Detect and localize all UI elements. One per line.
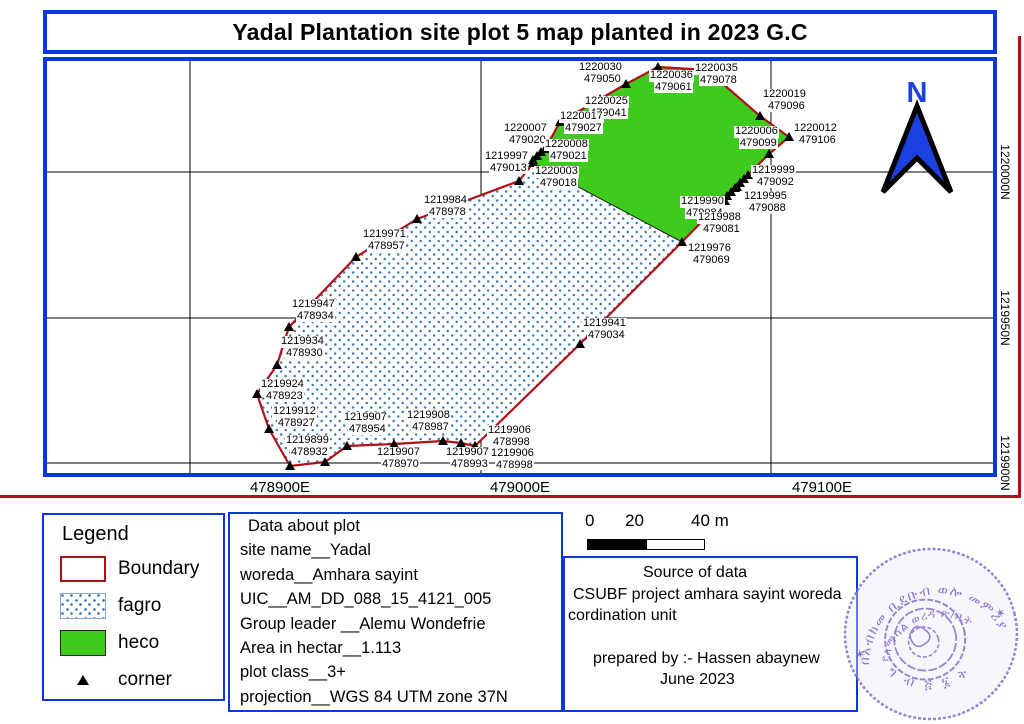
legend-item-heco: heco <box>60 629 223 657</box>
divider-line-horizontal <box>0 495 1021 498</box>
plot-info-line: plot class__3+ <box>240 663 346 682</box>
legend-title: Legend <box>62 523 129 545</box>
plot-info-line: site name__Yadal <box>240 541 371 560</box>
plot-info-line: Area in hectar__1.113 <box>240 639 402 658</box>
scale-tick: 20 <box>625 511 644 530</box>
x-axis-tick: 478900E <box>249 479 311 496</box>
y-axis-tick: 1219950N <box>998 290 1012 346</box>
legend-label: Boundary <box>118 558 200 579</box>
stamp-star-right: ✶ <box>993 604 1007 621</box>
legend-label: heco <box>118 632 160 653</box>
scale-bar: 0 20 40 m <box>575 511 755 559</box>
title-box: Yadal Plantation site plot 5 map planted… <box>43 10 997 54</box>
corner-swatch <box>60 667 106 693</box>
plot-info-line: Group leader __Alemu Wondefrie <box>240 614 486 633</box>
x-axis-tick: 479000E <box>489 479 551 496</box>
north-arrow-icon <box>880 99 954 194</box>
map-title: Yadal Plantation site plot 5 map planted… <box>232 18 808 45</box>
map-canvas: N <box>45 59 995 475</box>
official-stamp: በአብክመ ቢደቡብ ወሎ መምሪያ የአማሳል ወረዳ ጽ/ቤት ግ ብ ፭ … <box>842 547 1019 721</box>
heco-swatch <box>60 630 106 656</box>
legend-box: Legend Boundary fagro heco corner <box>42 513 225 701</box>
legend-item-boundary: Boundary <box>60 555 223 583</box>
scale-tick: 0 <box>585 511 595 530</box>
source-box: Source of data CSUBF project amhara sayi… <box>563 556 858 712</box>
fagro-area <box>257 163 682 466</box>
plot-info-line: UIC__AM_DD_088_15_4121_005 <box>240 590 492 609</box>
scale-bar-empty <box>646 540 704 549</box>
plot-info-line: woreda__Amhara sayint <box>240 565 418 584</box>
legend-label: fagro <box>118 595 162 616</box>
y-axis-tick: 1219900N <box>998 435 1012 491</box>
plot-info-line: projection__WGS 84 UTM zone 37N <box>240 687 508 706</box>
scale-bar-graphic <box>587 539 705 550</box>
source-line: CSUBF project amhara sayint woreda <box>573 585 842 603</box>
plot-info-box: Data about plot site name__Yadal woreda_… <box>228 512 563 712</box>
source-line: cordination unit <box>568 607 677 624</box>
source-line: Source of data <box>643 564 748 581</box>
source-line <box>565 627 856 648</box>
divider-line-vertical <box>1018 36 1021 498</box>
scale-tick: 40 m <box>691 511 729 530</box>
corner-triangle-icon <box>77 675 89 685</box>
legend-item-fagro: fagro <box>60 592 223 620</box>
fagro-swatch <box>60 593 106 619</box>
source-line: prepared by :- Hassen abaynew <box>593 649 820 667</box>
scale-bar-filled <box>588 540 646 549</box>
y-axis-tick: 1220000N <box>998 144 1012 200</box>
x-axis-tick: 479100E <box>791 479 853 496</box>
stamp-star-left: ✶ <box>853 646 867 663</box>
legend-item-corner: corner <box>60 666 223 694</box>
plot-info-line: Data about plot <box>248 517 360 535</box>
legend-label: corner <box>118 669 172 690</box>
north-arrow: N <box>880 77 954 194</box>
north-label: N <box>907 77 928 109</box>
source-line: June 2023 <box>660 671 735 688</box>
boundary-swatch <box>60 556 106 582</box>
